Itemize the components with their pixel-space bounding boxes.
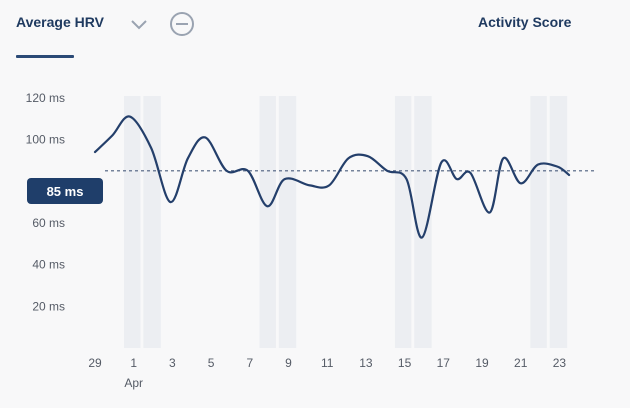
x-tick-label: 1 bbox=[130, 356, 137, 370]
x-tick-label: 5 bbox=[208, 356, 215, 370]
x-tick-label: 29 bbox=[88, 356, 102, 370]
weekend-band bbox=[414, 96, 432, 348]
tab-activity-score[interactable]: Activity Score bbox=[478, 14, 572, 30]
x-tick-label: 3 bbox=[169, 356, 176, 370]
x-tick-label: 15 bbox=[398, 356, 412, 370]
weekend-band bbox=[124, 96, 141, 348]
x-tick-label: 23 bbox=[553, 356, 567, 370]
weekend-band bbox=[394, 96, 412, 348]
x-tick-label: 17 bbox=[437, 356, 451, 370]
x-tick-label: 21 bbox=[514, 356, 528, 370]
weekend-band bbox=[549, 96, 568, 348]
y-axis-labels: 20 ms 40 ms 60 ms 100 ms 120 ms bbox=[26, 91, 65, 313]
y-tick-label: 40 ms bbox=[32, 258, 65, 272]
month-label: Apr bbox=[124, 376, 143, 390]
tab-average-hrv[interactable]: Average HRV bbox=[16, 14, 104, 30]
y-tick-label: 120 ms bbox=[26, 91, 65, 105]
active-tab-underline bbox=[16, 55, 74, 58]
weekend-bands bbox=[124, 96, 568, 348]
weekend-band bbox=[530, 96, 547, 348]
hrv-series-line bbox=[93, 115, 571, 239]
header: Average HRV Activity Score bbox=[0, 0, 630, 60]
weekend-band bbox=[259, 96, 276, 348]
chevron-down-icon[interactable] bbox=[128, 14, 150, 34]
x-tick-label: 11 bbox=[321, 356, 334, 370]
x-tick-label: 13 bbox=[359, 356, 373, 370]
weekend-band bbox=[278, 96, 297, 348]
x-tick-label: 7 bbox=[246, 356, 253, 370]
x-tick-label: 19 bbox=[475, 356, 489, 370]
minus-circle-icon[interactable] bbox=[169, 11, 195, 37]
x-tick-label: 9 bbox=[285, 356, 292, 370]
y-tick-label: 60 ms bbox=[32, 216, 65, 230]
weekend-band bbox=[143, 96, 161, 348]
y-tick-label: 100 ms bbox=[26, 133, 65, 147]
y-tick-label: 20 ms bbox=[32, 299, 65, 313]
average-value-badge: 85 ms bbox=[27, 178, 103, 204]
